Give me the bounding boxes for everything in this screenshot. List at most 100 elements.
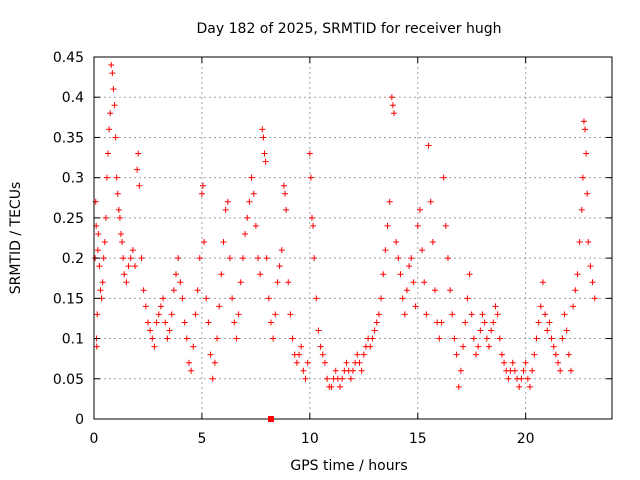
data-point bbox=[313, 295, 320, 302]
data-point bbox=[138, 255, 145, 262]
data-point bbox=[298, 343, 305, 350]
data-point bbox=[229, 295, 236, 302]
data-point bbox=[285, 279, 292, 286]
data-point bbox=[570, 303, 577, 310]
data-point bbox=[488, 327, 495, 334]
data-point bbox=[237, 279, 244, 286]
data-point bbox=[125, 263, 132, 270]
data-point bbox=[460, 343, 467, 350]
data-point bbox=[591, 295, 598, 302]
data-point bbox=[93, 343, 100, 350]
data-point bbox=[479, 311, 486, 318]
data-point bbox=[250, 190, 257, 197]
data-point bbox=[462, 319, 469, 326]
data-point bbox=[307, 174, 314, 181]
data-point bbox=[226, 255, 233, 262]
data-point bbox=[542, 311, 549, 318]
data-point bbox=[129, 247, 136, 254]
data-point bbox=[94, 247, 101, 254]
data-point bbox=[134, 166, 141, 173]
data-point bbox=[589, 279, 596, 286]
data-point bbox=[576, 239, 583, 246]
data-point bbox=[175, 255, 182, 262]
data-point bbox=[580, 118, 587, 125]
data-point bbox=[280, 182, 287, 189]
data-point bbox=[97, 287, 104, 294]
data-point bbox=[406, 263, 413, 270]
data-point bbox=[262, 158, 269, 165]
data-point bbox=[360, 351, 367, 358]
data-point bbox=[565, 351, 572, 358]
data-point bbox=[505, 375, 512, 382]
data-point bbox=[399, 295, 406, 302]
data-point bbox=[248, 174, 255, 181]
y-tick-label: 0.15 bbox=[53, 291, 84, 307]
data-point bbox=[371, 327, 378, 334]
data-point bbox=[557, 367, 564, 374]
data-point bbox=[106, 126, 113, 133]
data-point bbox=[579, 174, 586, 181]
data-point bbox=[101, 239, 108, 246]
data-point bbox=[347, 375, 354, 382]
data-point bbox=[559, 335, 566, 342]
data-point bbox=[157, 303, 164, 310]
data-points bbox=[92, 62, 598, 390]
x-tick-labels: 0 5 10 15 20 bbox=[90, 431, 535, 447]
data-point bbox=[274, 279, 281, 286]
data-point bbox=[177, 279, 184, 286]
data-point bbox=[429, 239, 436, 246]
data-point bbox=[548, 335, 555, 342]
data-point bbox=[136, 182, 143, 189]
data-point bbox=[272, 311, 279, 318]
data-point bbox=[108, 62, 115, 69]
data-point bbox=[155, 311, 162, 318]
data-point bbox=[306, 150, 313, 157]
data-point bbox=[192, 311, 199, 318]
data-point bbox=[494, 311, 501, 318]
data-point bbox=[166, 327, 173, 334]
data-point bbox=[475, 343, 482, 350]
data-point bbox=[522, 359, 529, 366]
data-point bbox=[546, 319, 553, 326]
data-point bbox=[563, 327, 570, 334]
data-point bbox=[378, 295, 385, 302]
data-point bbox=[477, 327, 484, 334]
data-point bbox=[147, 327, 154, 334]
data-point bbox=[168, 311, 175, 318]
data-point bbox=[584, 190, 591, 197]
data-point bbox=[539, 279, 546, 286]
data-point bbox=[356, 359, 363, 366]
data-point bbox=[209, 375, 216, 382]
data-point bbox=[300, 367, 307, 374]
data-point bbox=[308, 214, 315, 221]
data-point bbox=[483, 335, 490, 342]
data-point bbox=[255, 255, 262, 262]
data-point bbox=[317, 343, 324, 350]
data-point bbox=[388, 94, 395, 101]
data-point bbox=[369, 335, 376, 342]
data-point bbox=[319, 351, 326, 358]
data-point bbox=[102, 214, 109, 221]
data-point bbox=[246, 198, 253, 205]
data-point bbox=[283, 206, 290, 213]
data-point bbox=[496, 335, 503, 342]
data-point bbox=[408, 255, 415, 262]
data-point bbox=[382, 247, 389, 254]
data-point bbox=[95, 230, 102, 237]
y-tick-label: 0.35 bbox=[53, 130, 84, 146]
data-point bbox=[162, 319, 169, 326]
data-point bbox=[324, 375, 331, 382]
data-point bbox=[173, 271, 180, 278]
data-point bbox=[153, 319, 160, 326]
data-point bbox=[235, 311, 242, 318]
data-point bbox=[315, 327, 322, 334]
y-tick-label: 0 bbox=[75, 412, 84, 428]
data-point bbox=[578, 206, 585, 213]
data-point bbox=[535, 319, 542, 326]
data-point bbox=[397, 271, 404, 278]
data-point bbox=[501, 359, 508, 366]
data-point bbox=[103, 174, 110, 181]
data-point bbox=[289, 335, 296, 342]
data-point bbox=[436, 335, 443, 342]
